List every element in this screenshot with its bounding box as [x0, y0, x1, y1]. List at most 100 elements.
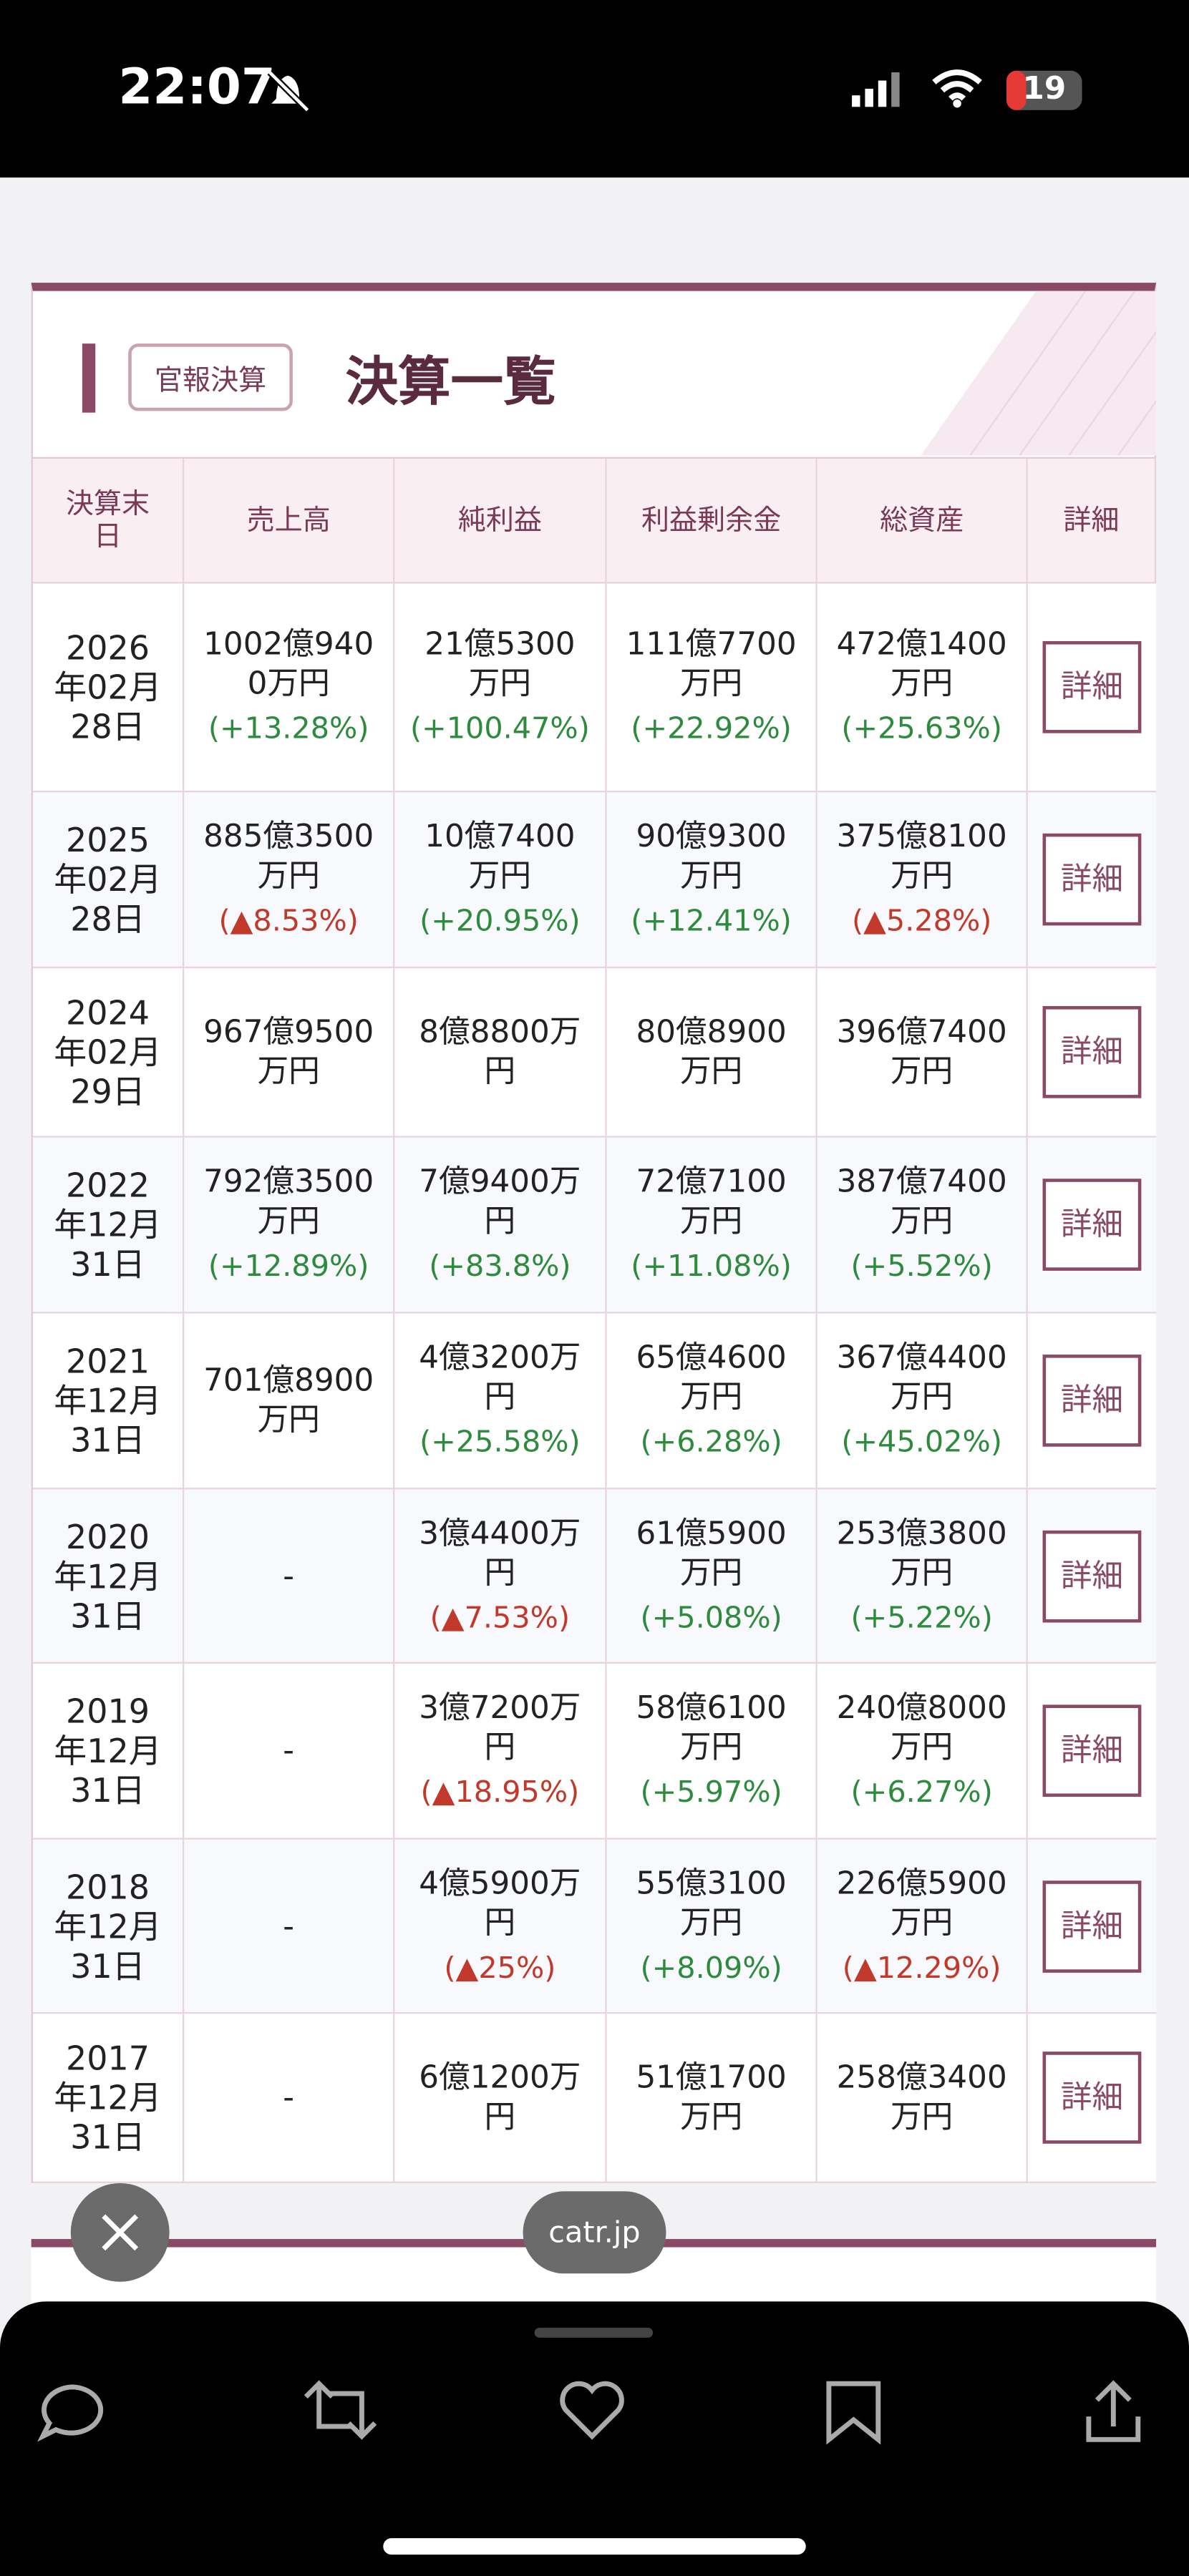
amount: 58億6100万円 [636, 1689, 787, 1766]
change: (▲8.53%) [218, 904, 359, 939]
detail-cell: 詳細 [1027, 583, 1157, 793]
change: (+12.89%) [208, 1249, 369, 1284]
detail-cell: 詳細 [1027, 1839, 1157, 2014]
detail-button[interactable]: 詳細 [1042, 1179, 1142, 1271]
value-cell: 6億1200万円 [394, 2014, 607, 2183]
value-cell: - [184, 1839, 395, 2014]
time: 22:07 [118, 59, 276, 117]
detail-button[interactable]: 詳細 [1042, 1355, 1142, 1447]
change: (+83.8%) [429, 1249, 571, 1284]
status-icons [852, 69, 1082, 110]
amount: 90億9300万円 [636, 819, 787, 894]
amount: 111億7700万円 [626, 626, 797, 702]
column-header: 決算末日 [32, 458, 185, 584]
amount: 51億1700万円 [636, 2059, 787, 2136]
value-cell: 258億3400万円 [817, 2014, 1028, 2183]
value-cell: 7億9400万円 (+83.8%) [394, 1137, 607, 1314]
value-cell: - [184, 1489, 395, 1664]
detail-button[interactable]: 詳細 [1042, 1529, 1142, 1622]
detail-cell: 詳細 [1027, 1313, 1157, 1490]
change: (+6.28%) [640, 1425, 782, 1460]
change: (+5.52%) [850, 1249, 993, 1284]
value-cell: 61億5900万円 (+5.08%) [606, 1489, 817, 1664]
change: (▲18.95%) [420, 1775, 580, 1810]
detail-button[interactable]: 詳細 [1042, 833, 1142, 926]
detail-button[interactable]: 詳細 [1042, 2051, 1142, 2144]
value-cell: 10億7400万円 (+20.95%) [394, 792, 607, 969]
date-cell: 2019年12月31日 [32, 1663, 185, 1840]
value-cell: 3億7200万円 (▲18.95%) [394, 1663, 607, 1840]
close-button[interactable] [70, 2182, 170, 2282]
column-header: 総資産 [817, 458, 1028, 584]
value-cell: 55億3100万円 (+8.09%) [606, 1839, 817, 2014]
amount: 4億5900万円 [419, 1865, 581, 1941]
amount: - [283, 1732, 295, 1770]
change: (+5.97%) [640, 1775, 782, 1810]
amount: 8億8800万円 [419, 1014, 581, 1091]
change: (+6.27%) [850, 1775, 993, 1810]
value-cell: 240億8000万円 (+6.27%) [817, 1663, 1028, 1840]
column-header: 利益剰余金 [606, 458, 817, 584]
amount: 387億7400万円 [836, 1163, 1007, 1240]
amount: 396億7400万円 [836, 1014, 1007, 1091]
value-cell: 80億8900万円 [606, 968, 817, 1138]
change: (+100.47%) [409, 711, 590, 747]
action-bar [0, 2301, 1189, 2576]
value-cell: 4億5900万円 (▲25%) [394, 1839, 607, 2014]
date-cell: 2018年12月31日 [32, 1839, 185, 2014]
change: (+8.09%) [640, 1950, 782, 1986]
detail-cell: 詳細 [1027, 968, 1157, 1138]
date-cell: 2022年12月31日 [32, 1137, 185, 1314]
detail-button[interactable]: 詳細 [1042, 1704, 1142, 1797]
value-cell: 967億9500万円 [184, 968, 395, 1138]
amount: 1002億9400万円 [203, 626, 374, 702]
amount: 10億7400万円 [424, 819, 576, 894]
change: (+20.95%) [419, 904, 581, 939]
badge: 官報決算 [128, 343, 293, 411]
amount: 55億3100万円 [636, 1865, 787, 1941]
change: (+45.02%) [841, 1425, 1002, 1460]
amount: 3億7200万円 [419, 1689, 581, 1766]
value-cell: 253億3800万円 (+5.22%) [817, 1489, 1028, 1664]
value-cell: 396億7400万円 [817, 968, 1028, 1138]
value-cell: 885億3500万円 (▲8.53%) [184, 792, 395, 969]
value-cell: 8億8800万円 [394, 968, 607, 1138]
action-icons [37, 2380, 1141, 2445]
site-pill[interactable]: catr.jp [523, 2191, 666, 2274]
value-cell: - [184, 1663, 395, 1840]
detail-button[interactable]: 詳細 [1042, 1880, 1142, 1972]
change: (+25.58%) [419, 1425, 581, 1460]
value-cell: 701億8900万円 [184, 1313, 395, 1490]
value-cell: 65億4600万円 (+6.28%) [606, 1313, 817, 1490]
amount: 701億8900万円 [203, 1362, 374, 1439]
amount: 65億4600万円 [636, 1340, 787, 1416]
amount: 367億4400万円 [836, 1340, 1007, 1416]
change: (+11.08%) [631, 1249, 792, 1284]
amount: 4億3200万円 [419, 1340, 581, 1416]
status-bar: 22:07 19 [0, 0, 1189, 178]
value-cell: 1002億9400万円 (+13.28%) [184, 583, 395, 793]
detail-button[interactable]: 詳細 [1042, 640, 1142, 733]
value-cell: 21億5300万円 (+100.47%) [394, 583, 607, 793]
change: (+5.08%) [640, 1600, 782, 1635]
value-cell: 387億7400万円 (+5.52%) [817, 1137, 1028, 1314]
date-cell: 2026年02月28日 [32, 583, 185, 793]
column-header: 売上高 [184, 458, 395, 584]
amount: 61億5900万円 [636, 1515, 787, 1591]
amount: 375億8100万円 [836, 819, 1007, 894]
column-header: 詳細 [1027, 458, 1157, 584]
amount: - [283, 1557, 295, 1594]
amount: 6億1200万円 [419, 2059, 581, 2136]
date-cell: 2020年12月31日 [32, 1489, 185, 1664]
amount: - [283, 1908, 295, 1944]
date-cell: 2021年12月31日 [32, 1313, 185, 1490]
column-header: 純利益 [394, 458, 607, 584]
change: (▲7.53%) [430, 1600, 571, 1635]
results-card: 官報決算 決算一覧 決算末日 売上高 純利益 利益剰余金 総資産 詳細 2026年02月28… [31, 283, 1157, 2183]
amount: 885億3500万円 [203, 819, 374, 894]
detail-button[interactable]: 詳細 [1042, 1006, 1142, 1098]
change: (▲12.29%) [842, 1950, 1001, 1986]
amount: 7億9400万円 [419, 1163, 581, 1240]
